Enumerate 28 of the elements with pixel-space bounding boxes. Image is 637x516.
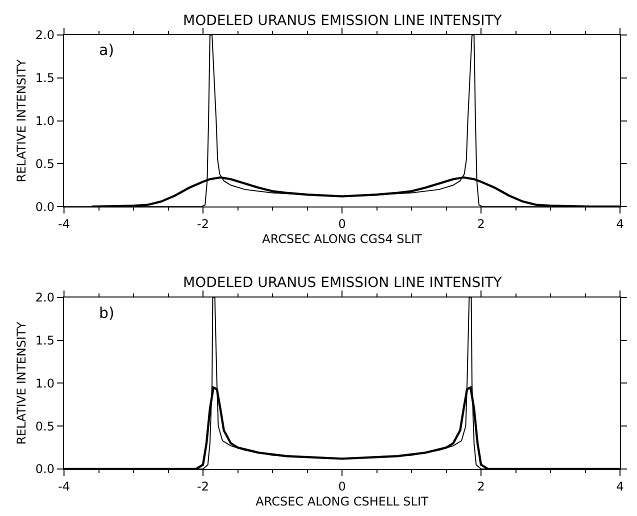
x-tick-label: -2 [197, 480, 209, 494]
x-tick-label: 0 [338, 217, 346, 232]
annotation: b) [99, 304, 114, 322]
y-tick-label: 1.5 [35, 333, 54, 348]
y-tick-label: 0.0 [35, 462, 54, 476]
annotation: a) [99, 41, 114, 59]
y-tick-label: 1.0 [35, 376, 54, 390]
y-axis-title: RELATIVE INTENSITY [14, 58, 29, 182]
x-axis-title: ARCSEC ALONG CGS4 SLIT [262, 232, 422, 246]
x-tick-label: 4 [616, 217, 624, 232]
x-tick-label: 4 [616, 480, 624, 494]
y-tick-label: 0.5 [35, 156, 54, 171]
y-tick-label: 1.5 [35, 71, 54, 86]
x-tick-label: -2 [197, 217, 209, 232]
chart-title: MODELED URANUS EMISSION LINE INTENSITY [183, 13, 502, 29]
x-tick-label: 2 [477, 480, 485, 494]
x-tick-label: -4 [58, 480, 70, 494]
y-tick-label: 1.0 [35, 114, 54, 128]
x-axis-title: ARCSEC ALONG CSHELL SLIT [256, 494, 430, 508]
y-tick-label: 2.0 [35, 28, 54, 42]
x-tick-label: -4 [58, 217, 70, 232]
y-tick-label: 0.0 [35, 200, 54, 214]
x-tick-label: 0 [338, 480, 346, 494]
chart-title: MODELED URANUS EMISSION LINE INTENSITY [183, 275, 502, 291]
y-tick-label: 2.0 [35, 290, 54, 305]
x-tick-label: 2 [477, 217, 485, 232]
y-axis-title: RELATIVE INTENSITY [14, 321, 29, 445]
y-tick-label: 0.5 [35, 419, 54, 434]
